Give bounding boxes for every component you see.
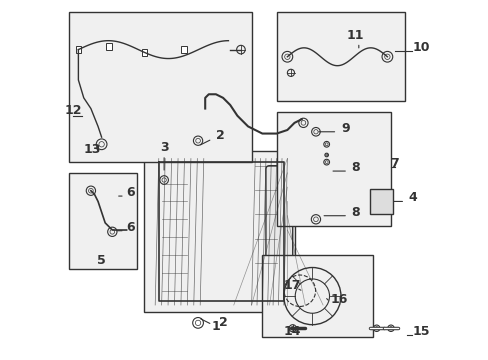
FancyBboxPatch shape bbox=[262, 255, 372, 337]
Text: 11: 11 bbox=[346, 29, 363, 42]
Text: 15: 15 bbox=[411, 325, 429, 338]
FancyBboxPatch shape bbox=[369, 189, 392, 214]
Text: 10: 10 bbox=[411, 41, 429, 54]
FancyBboxPatch shape bbox=[276, 112, 390, 226]
Text: 8: 8 bbox=[351, 206, 360, 219]
Text: 4: 4 bbox=[408, 192, 417, 204]
Text: 1: 1 bbox=[211, 320, 220, 333]
Text: 17: 17 bbox=[284, 279, 301, 292]
Bar bbox=[75, 46, 81, 53]
Bar bbox=[142, 49, 147, 56]
Text: 2: 2 bbox=[219, 316, 228, 329]
Text: 16: 16 bbox=[329, 293, 347, 306]
FancyBboxPatch shape bbox=[69, 173, 137, 269]
Text: 14: 14 bbox=[284, 325, 301, 338]
Text: 6: 6 bbox=[126, 186, 135, 199]
FancyBboxPatch shape bbox=[265, 166, 292, 298]
Text: 9: 9 bbox=[340, 122, 349, 135]
Text: 2: 2 bbox=[216, 129, 224, 142]
Text: 8: 8 bbox=[351, 161, 360, 174]
FancyBboxPatch shape bbox=[69, 12, 251, 162]
Text: 12: 12 bbox=[64, 104, 81, 117]
Bar bbox=[106, 43, 111, 50]
FancyBboxPatch shape bbox=[144, 152, 294, 312]
Text: 6: 6 bbox=[126, 221, 135, 234]
Text: 5: 5 bbox=[97, 254, 106, 267]
Text: 7: 7 bbox=[389, 157, 398, 171]
Bar bbox=[181, 46, 186, 53]
Text: 13: 13 bbox=[84, 143, 101, 156]
FancyBboxPatch shape bbox=[276, 12, 405, 102]
Text: 3: 3 bbox=[160, 141, 168, 154]
